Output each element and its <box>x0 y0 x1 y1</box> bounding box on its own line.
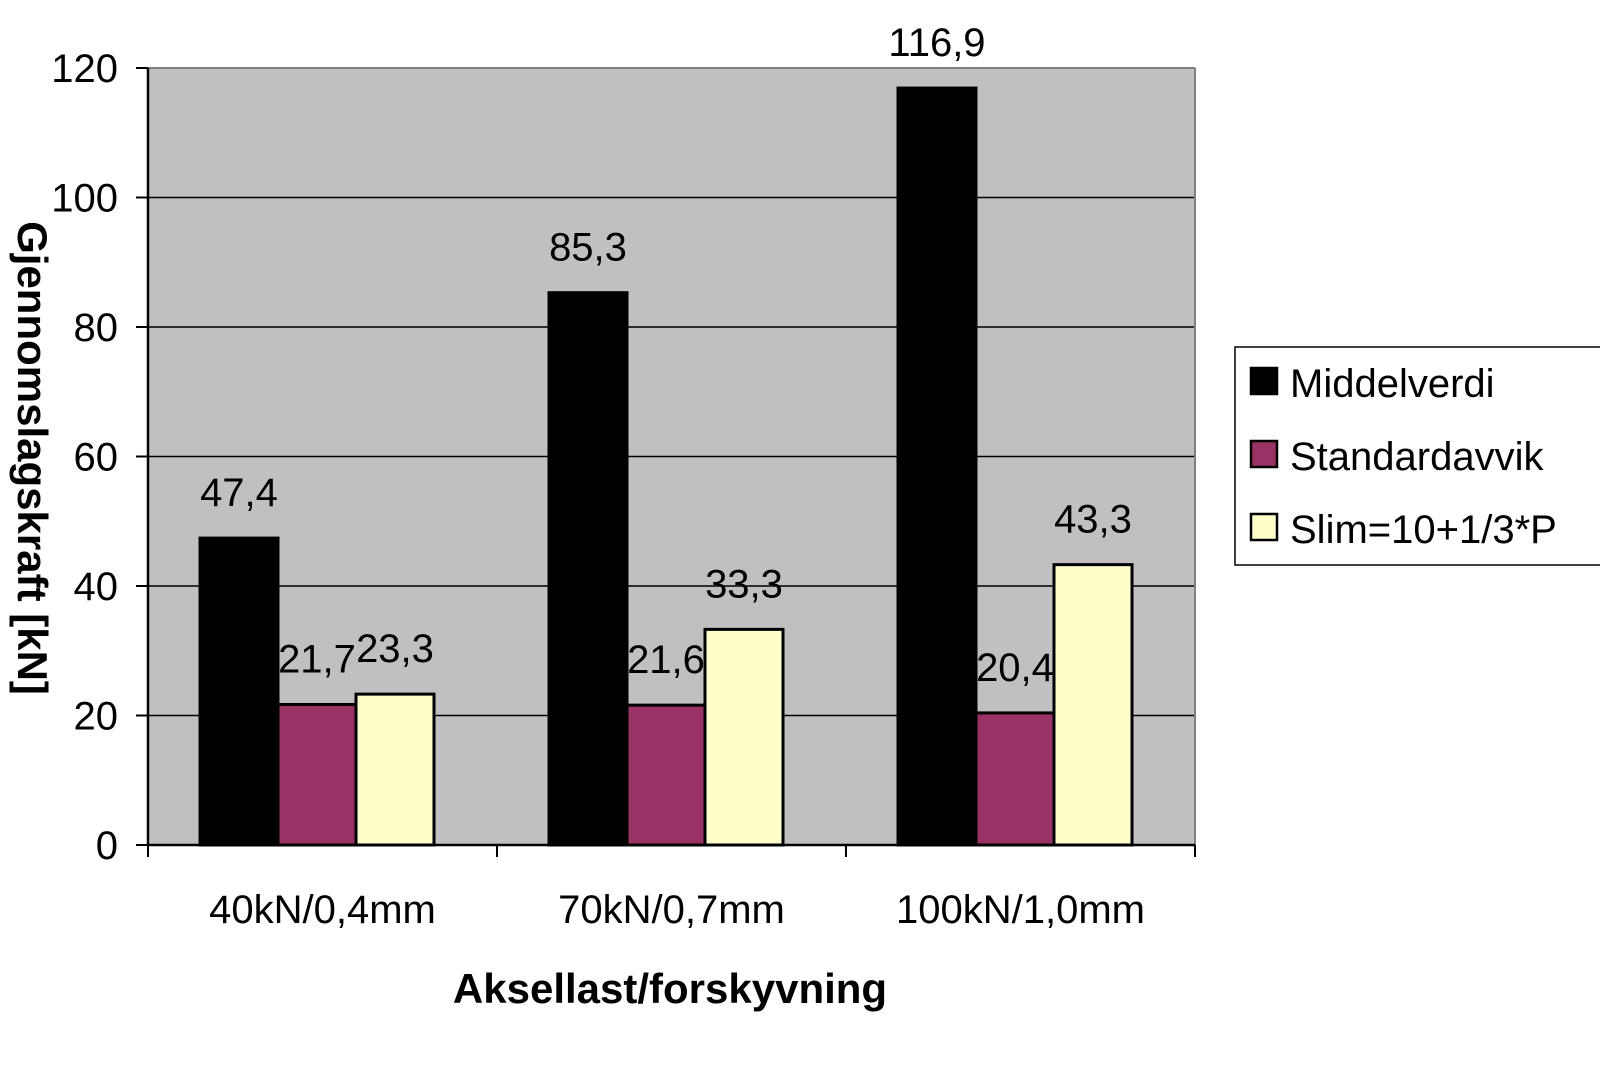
data-label: 21,7 <box>278 637 356 681</box>
bar-middelverdi-1 <box>198 536 280 847</box>
data-label: 20,4 <box>976 646 1054 690</box>
bar-middelverdi-2 <box>547 291 629 847</box>
bar-standardavvik-2 <box>625 703 707 847</box>
data-label: 21,6 <box>627 638 705 682</box>
bar-middelverdi-3 <box>896 86 978 847</box>
bar-slim-10-1-3-p-1 <box>354 692 436 847</box>
y-axis-title: Gjennomslagskraft [kN] <box>9 221 56 695</box>
bar-standardavvik-1 <box>276 702 358 847</box>
y-tick-label: 0 <box>96 824 118 868</box>
legend-box <box>1234 346 1600 566</box>
legend: Middelverdi Standardavvik Slim=10+1/3*P <box>1234 346 1600 566</box>
data-label: 43,3 <box>1054 498 1132 542</box>
data-label: 33,3 <box>705 562 783 606</box>
bar-slim-10-1-3-p-2 <box>703 627 785 847</box>
x-tick-label: 40kN/0,4mm <box>209 888 436 932</box>
x-tick-label: 100kN/1,0mm <box>896 888 1145 932</box>
data-label: 47,4 <box>200 471 278 515</box>
data-label: 116,9 <box>888 21 985 65</box>
y-tick-label: 80 <box>74 306 119 350</box>
y-tick-label: 100 <box>51 177 118 221</box>
x-tick-label: 70kN/0,7mm <box>558 888 785 932</box>
legend-label: Standardavvik <box>1290 435 1544 479</box>
legend-swatch <box>1249 512 1279 542</box>
y-tick-label: 20 <box>74 695 119 739</box>
bar-standardavvik-3 <box>974 711 1056 847</box>
x-axis-title: Aksellast/forskyvning <box>453 965 887 1012</box>
legend-swatch <box>1249 439 1279 469</box>
bar-slim-10-1-3-p-3 <box>1052 563 1134 847</box>
data-label: 85,3 <box>549 226 627 270</box>
legend-label: Slim=10+1/3*P <box>1290 508 1557 552</box>
data-label: 23,3 <box>356 627 434 671</box>
y-tick-label: 40 <box>74 565 119 609</box>
legend-label: Middelverdi <box>1290 362 1495 406</box>
legend-swatch <box>1249 366 1279 396</box>
y-tick-label: 60 <box>74 436 119 480</box>
y-tick-label: 120 <box>51 47 118 91</box>
